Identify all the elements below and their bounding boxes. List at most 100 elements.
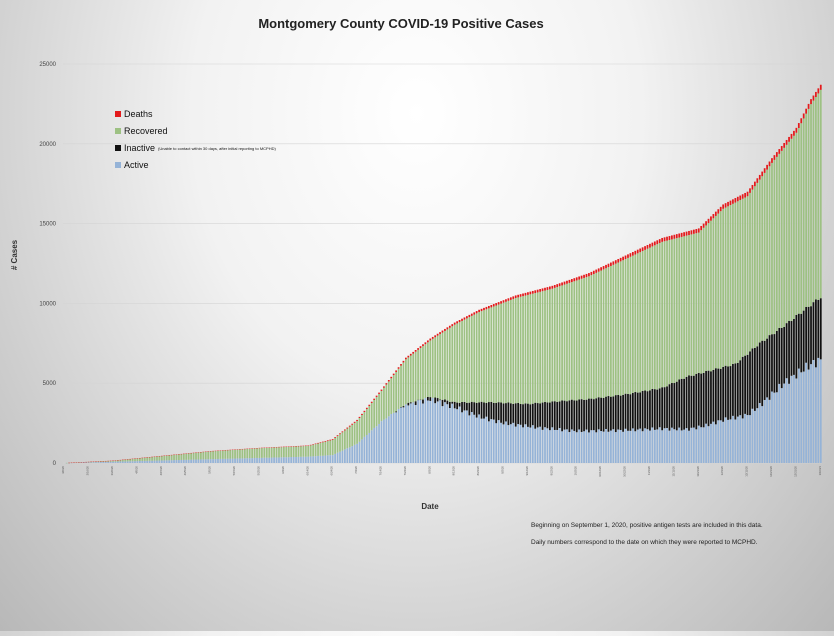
- bar-inactive: [649, 390, 651, 430]
- bar-recovered: [710, 221, 712, 372]
- bar-deaths: [612, 261, 614, 264]
- bar-deaths: [315, 444, 317, 445]
- bar-recovered: [644, 250, 646, 391]
- bar-inactive: [578, 399, 580, 429]
- bar-deaths: [439, 332, 441, 334]
- bar-inactive: [737, 363, 739, 417]
- bar-deaths: [490, 305, 492, 307]
- bar-recovered: [444, 331, 446, 400]
- bar-recovered: [200, 452, 202, 459]
- bar-active: [95, 462, 97, 463]
- bar-active: [803, 372, 805, 463]
- bar-inactive: [637, 393, 639, 430]
- bar-active: [522, 427, 524, 463]
- bar-deaths: [566, 281, 568, 284]
- bar-recovered: [737, 201, 739, 363]
- bar-deaths: [539, 289, 541, 292]
- bar-active: [137, 461, 139, 463]
- bar-active: [600, 431, 602, 463]
- bar-inactive: [647, 391, 649, 429]
- bar-deaths: [647, 245, 649, 249]
- bar-active: [490, 419, 492, 463]
- bar-active: [229, 459, 231, 463]
- bar-active: [817, 358, 819, 463]
- bar-deaths: [561, 282, 563, 285]
- bar-active: [783, 384, 785, 463]
- bar-active: [407, 405, 409, 463]
- bar-recovered: [180, 454, 182, 460]
- bar-deaths: [503, 300, 505, 302]
- bar-deaths: [815, 92, 817, 97]
- legend-label: Recovered: [124, 126, 168, 136]
- bar-recovered: [612, 265, 614, 397]
- bar-active: [371, 430, 373, 463]
- bar-deaths: [764, 168, 766, 173]
- bar-deaths: [625, 256, 627, 260]
- bar-recovered: [588, 276, 590, 398]
- bar-active: [749, 415, 751, 463]
- x-tick-label: 12/11/20: [745, 466, 749, 477]
- bar-inactive: [529, 404, 531, 427]
- bar-active: [515, 427, 517, 463]
- bar-active: [185, 460, 187, 463]
- bar-inactive: [661, 387, 663, 430]
- bar-deaths: [432, 337, 434, 339]
- bar-active: [500, 423, 502, 463]
- bar-active: [625, 429, 627, 463]
- bar-active: [378, 424, 380, 463]
- bar-active: [190, 460, 192, 463]
- bar-recovered: [139, 458, 141, 461]
- bar-deaths: [676, 234, 678, 238]
- bar-recovered: [529, 294, 531, 404]
- bar-active: [622, 432, 624, 463]
- bar-deaths: [771, 158, 773, 163]
- bar-inactive: [644, 391, 646, 429]
- bar-deaths: [725, 203, 727, 207]
- bar-inactive: [447, 401, 449, 405]
- bar-inactive: [688, 375, 690, 430]
- bar-recovered: [634, 254, 636, 392]
- legend-swatch: [115, 111, 121, 117]
- bar-active: [544, 427, 546, 463]
- bar-active: [627, 431, 629, 463]
- bar-active: [771, 392, 773, 463]
- bar-active: [212, 459, 214, 463]
- bar-active: [200, 459, 202, 463]
- bar-deaths: [715, 212, 717, 216]
- x-tick-label: 6/14/20: [305, 466, 309, 476]
- bar-recovered: [151, 457, 153, 461]
- bar-recovered: [600, 271, 602, 398]
- y-tick-label: 10000: [39, 301, 56, 307]
- bar-deaths: [532, 291, 534, 294]
- bar-inactive: [554, 401, 556, 430]
- bar-active: [529, 428, 531, 463]
- bar-active: [317, 456, 319, 463]
- bar-recovered: [263, 448, 265, 458]
- bar-inactive: [476, 403, 478, 418]
- bar-recovered: [527, 295, 529, 404]
- bar-recovered: [390, 378, 392, 414]
- bar-recovered: [732, 204, 734, 364]
- bar-recovered: [385, 385, 387, 419]
- bar-active: [566, 429, 568, 463]
- bar-recovered: [207, 452, 209, 460]
- bar-recovered: [649, 248, 651, 391]
- bar-active: [300, 457, 302, 463]
- bar-recovered: [820, 90, 822, 298]
- bar-deaths: [354, 422, 356, 423]
- bar-recovered: [798, 128, 800, 314]
- bar-active: [503, 424, 505, 463]
- bar-inactive: [766, 339, 768, 398]
- bar-inactive: [652, 389, 654, 427]
- bar-inactive: [798, 314, 800, 369]
- bar-active: [276, 457, 278, 463]
- bar-recovered: [795, 133, 797, 315]
- bar-deaths: [464, 317, 466, 319]
- bar-recovered: [161, 456, 163, 460]
- bar-deaths: [498, 302, 500, 304]
- bar-active: [493, 420, 495, 463]
- bar-deaths: [383, 386, 385, 387]
- bar-inactive: [749, 351, 751, 415]
